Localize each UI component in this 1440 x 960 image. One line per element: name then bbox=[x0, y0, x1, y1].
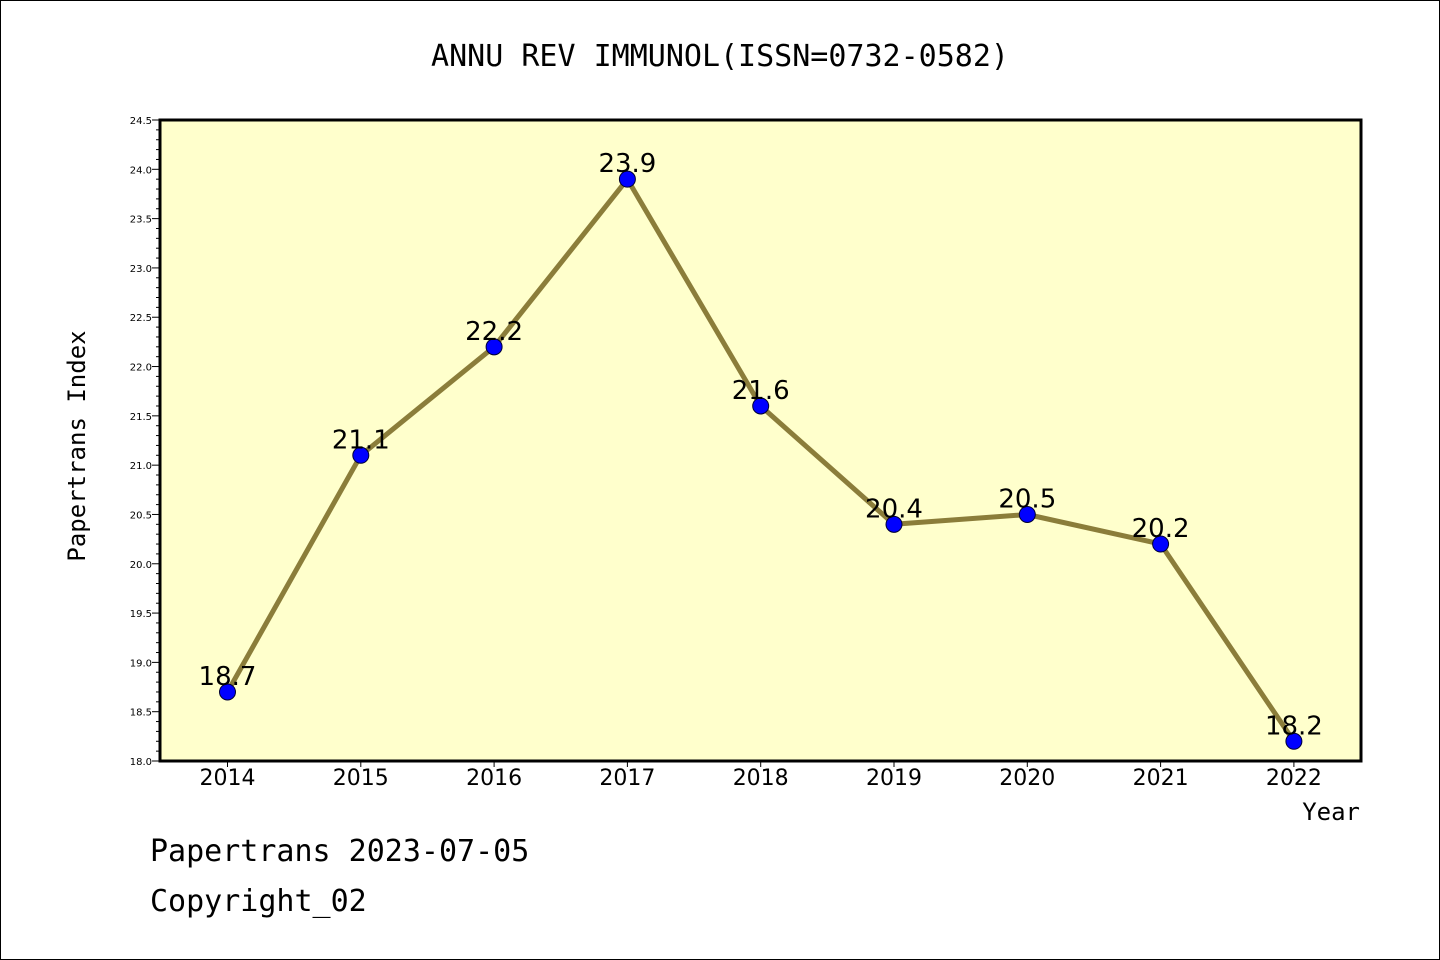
y-tick-label: 20.5 bbox=[130, 510, 152, 521]
data-label: 21.6 bbox=[732, 376, 790, 406]
data-label: 18.7 bbox=[199, 662, 257, 692]
data-point bbox=[752, 397, 770, 415]
data-label: 21.1 bbox=[332, 425, 390, 455]
data-label: 18.2 bbox=[1265, 711, 1323, 741]
data-label: 20.5 bbox=[998, 484, 1056, 514]
data-point bbox=[885, 515, 903, 533]
data-label: 23.9 bbox=[598, 149, 656, 179]
data-point bbox=[1285, 732, 1303, 750]
series: 18.7 21.1 22.2 23.9 21.6 20.4 20.5 20.2 18.2 bbox=[199, 149, 1323, 750]
x-tick-label: 2016 bbox=[466, 766, 522, 791]
x-tick-label: 2018 bbox=[733, 766, 789, 791]
x-tick-label: 2014 bbox=[200, 766, 256, 791]
y-tick-label: 22.5 bbox=[130, 313, 152, 324]
x-tick-label: 2021 bbox=[1133, 766, 1189, 791]
data-point bbox=[485, 338, 503, 356]
y-tick-label: 24.0 bbox=[130, 165, 152, 176]
x-tick-label: 2019 bbox=[866, 766, 922, 791]
data-point bbox=[352, 446, 370, 464]
data-point bbox=[1018, 505, 1036, 523]
y-tick-label: 21.5 bbox=[130, 412, 152, 423]
y-axis: 18.0 18.5 19.0 19.5 20.0 20.5 21.0 21.5 22.0 22.5… bbox=[130, 116, 160, 768]
data-point bbox=[1152, 535, 1170, 553]
data-label: 22.2 bbox=[465, 317, 523, 347]
y-tick-label: 18.0 bbox=[130, 757, 152, 768]
data-point bbox=[219, 683, 236, 701]
x-tick-label: 2017 bbox=[599, 766, 655, 791]
x-axis-title: Year bbox=[1302, 798, 1360, 826]
y-tick-label: 21.0 bbox=[130, 461, 152, 472]
y-tick-label: 18.5 bbox=[130, 708, 152, 719]
data-label: 20.4 bbox=[865, 494, 923, 524]
y-tick-label: 23.0 bbox=[130, 264, 152, 275]
x-tick-label: 2015 bbox=[333, 766, 389, 791]
y-tick-label: 19.0 bbox=[130, 658, 152, 669]
y-tick-label: 20.0 bbox=[130, 560, 152, 571]
y-tick-label: 19.5 bbox=[130, 609, 152, 620]
x-tick-label: 2020 bbox=[999, 766, 1055, 791]
data-point bbox=[618, 170, 636, 188]
x-tick-label: 2022 bbox=[1266, 766, 1322, 791]
y-tick-label: 22.0 bbox=[130, 363, 152, 374]
footer-copyright: Copyright_02 bbox=[150, 884, 367, 919]
chart-title: ANNU REV IMMUNOL(ISSN=0732-0582) bbox=[431, 39, 1009, 74]
y-tick-label: 24.5 bbox=[130, 116, 152, 127]
x-axis: 2014 2015 2016 2017 2018 2019 2020 2021 2022 bbox=[200, 761, 1322, 791]
data-label: 20.2 bbox=[1132, 514, 1190, 544]
y-tick-label: 23.5 bbox=[130, 215, 152, 226]
footer-date: Papertrans 2023-07-05 bbox=[150, 834, 530, 869]
plot-area bbox=[158, 118, 1363, 763]
y-axis-title: Papertrans Index bbox=[63, 330, 91, 561]
